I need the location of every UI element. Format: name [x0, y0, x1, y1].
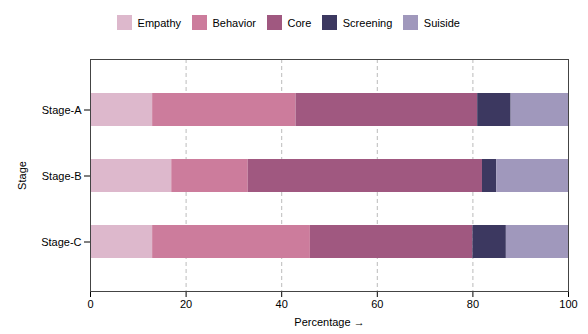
html-text:Behavior: Behavior: [212, 16, 256, 29]
svg-text:60: 60: [371, 298, 383, 310]
html-text:Empathy: Empathy: [137, 16, 181, 29]
svg-text:80: 80: [467, 298, 479, 310]
svg-text:40: 40: [276, 298, 288, 310]
svg-text:100: 100: [559, 298, 577, 310]
svg-text:Percentage →: Percentage →: [294, 315, 364, 327]
svg-text:20: 20: [180, 298, 192, 310]
svg-text:Stage: Stage: [16, 161, 28, 190]
svg-text:Stage-A: Stage-A: [42, 103, 82, 115]
html-text:Suiside: Suiside: [423, 16, 460, 29]
html-text:Screening: Screening: [342, 16, 393, 29]
html-text:Core: Core: [287, 16, 312, 29]
svg-text:Stage-C: Stage-C: [41, 235, 81, 247]
svg-text:Stage-B: Stage-B: [42, 169, 82, 181]
svg-text:0: 0: [87, 298, 93, 310]
